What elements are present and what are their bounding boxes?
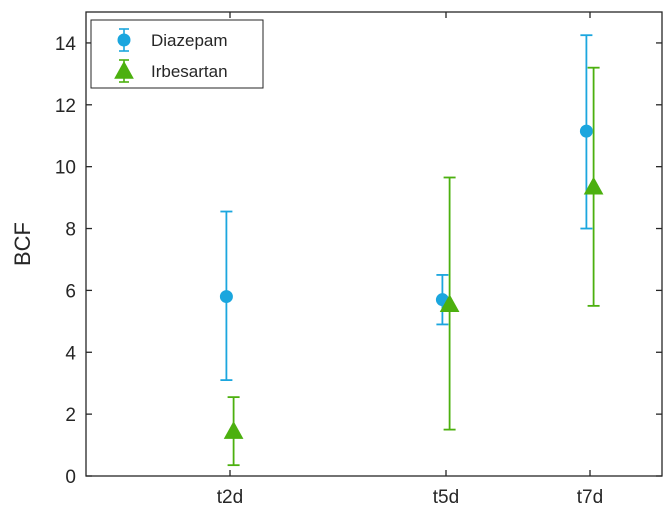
legend-label: Diazepam [151, 31, 228, 50]
legend-label: Irbesartan [151, 62, 228, 81]
y-tick-label: 2 [65, 405, 76, 426]
circle-marker [580, 125, 592, 137]
x-tick-label: t5d [433, 487, 459, 508]
circle-marker [220, 291, 232, 303]
y-tick-label: 10 [55, 158, 76, 179]
y-tick-label: 12 [55, 96, 76, 117]
x-tick-label: t2d [217, 487, 243, 508]
legend-circle-marker [118, 34, 130, 46]
y-axis-label: BCF [10, 222, 35, 266]
legend: Diazepam Irbesartan [91, 20, 263, 88]
y-tick-label: 0 [65, 467, 76, 488]
x-tick-label: t7d [577, 487, 603, 508]
y-tick-label: 6 [65, 281, 76, 302]
y-tick-label: 14 [55, 34, 77, 55]
y-tick-label: 4 [65, 343, 76, 364]
y-tick-label: 8 [65, 220, 76, 241]
